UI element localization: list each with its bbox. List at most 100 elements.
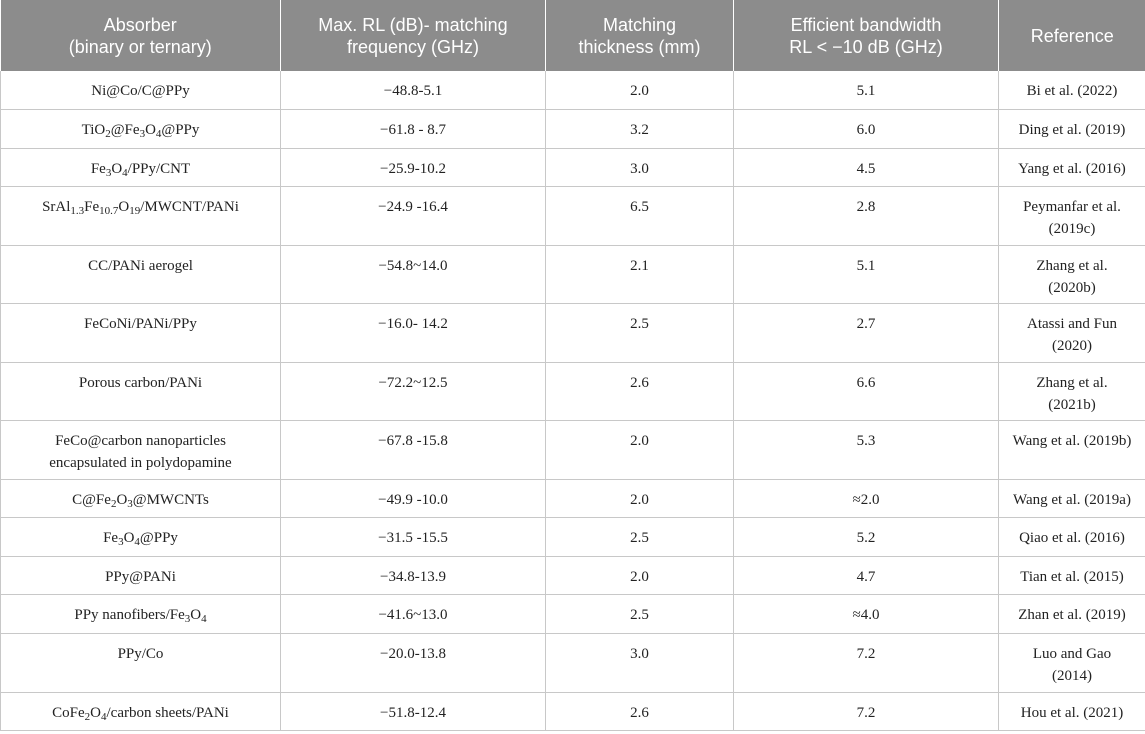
table-row: CoFe2O4/carbon sheets/PANi −51.8-12.4 2.6 7… bbox=[0, 692, 1145, 732]
reference-cell[interactable]: Qiao et al. (2016) bbox=[998, 517, 1145, 557]
thickness-cell: 2.1 bbox=[545, 245, 734, 305]
max-rl-cell: −67.8 -15.8 bbox=[280, 420, 546, 480]
formula-text: /carbon sheets/PANi bbox=[106, 704, 229, 721]
reference-cell[interactable]: Luo and Gao (2014) bbox=[998, 633, 1145, 693]
formula-subscript: 4 bbox=[122, 166, 128, 179]
header-line: (binary or ternary) bbox=[68, 36, 212, 57]
thickness-cell: 2.5 bbox=[545, 594, 734, 634]
reference-line: Bi et al. (2022) bbox=[1026, 83, 1118, 99]
bandwidth-cell: ≈4.0 bbox=[733, 594, 999, 634]
bandwidth-cell: 6.0 bbox=[733, 109, 999, 149]
bandwidth-cell: 2.7 bbox=[733, 303, 999, 363]
formula-text: PPy nanofibers/Fe bbox=[74, 607, 185, 624]
table-header-row: Absorber (binary or ternary) Max. RL (dB)-… bbox=[0, 0, 1145, 71]
table-row: Ni@Co/C@PPy −48.8-5.1 2.0 5.1 Bi et al. (202… bbox=[0, 71, 1145, 110]
reference-cell[interactable]: Zhan et al. (2019) bbox=[998, 594, 1145, 634]
absorber-cell: TiO2@Fe3O4@PPy bbox=[0, 109, 281, 149]
table-row: PPy nanofibers/Fe3O4 −41.6~13.0 2.5 ≈4.0 Zha… bbox=[0, 594, 1145, 634]
table-row: Fe3O4@PPy −31.5 -15.5 2.5 5.2 Qiao et al. (2… bbox=[0, 517, 1145, 557]
table-row: Porous carbon/PANi −72.2~12.5 2.6 6.6 Zhang … bbox=[0, 362, 1145, 422]
max-rl-cell: −54.8~14.0 bbox=[280, 245, 546, 305]
header-line: Max. RL (dB)- matching bbox=[318, 14, 508, 35]
thickness-cell: 2.0 bbox=[545, 420, 734, 480]
formula-text: CC/PANi aerogel bbox=[88, 257, 193, 274]
formula-text: Fe bbox=[103, 530, 119, 547]
absorber-cell: FeCoNi/PANi/PPy bbox=[0, 303, 281, 363]
thickness-cell: 6.5 bbox=[545, 186, 734, 246]
table-row: CC/PANi aerogel −54.8~14.0 2.1 5.1 Zhang et … bbox=[0, 245, 1145, 305]
thickness-cell: 3.0 bbox=[545, 633, 734, 693]
reference-cell[interactable]: Wang et al. (2019b) bbox=[998, 420, 1145, 480]
formula-subscript: 10.7 bbox=[99, 205, 119, 217]
formula-subscript: 1.3 bbox=[70, 205, 85, 217]
formula-subscript: 2 bbox=[105, 128, 111, 140]
reference-line: (2021b) bbox=[1048, 396, 1096, 413]
formula-subscript: 3 bbox=[105, 166, 112, 179]
formula-text: PPy/Co bbox=[117, 645, 164, 662]
reference-line: (2020b) bbox=[1048, 279, 1096, 296]
formula-text: TiO bbox=[81, 122, 106, 138]
formula-text: Porous carbon/PANi bbox=[78, 374, 203, 391]
formula-text: /MWCNT/PANi bbox=[140, 199, 239, 215]
reference-cell[interactable]: Zhang et al. (2021b) bbox=[998, 362, 1145, 422]
formula-text: O bbox=[111, 160, 123, 177]
bandwidth-cell: 4.7 bbox=[733, 556, 999, 596]
reference-line: Peymanfar et al. bbox=[1023, 199, 1121, 215]
max-rl-cell: −34.8-13.9 bbox=[280, 556, 546, 596]
bandwidth-cell: 7.2 bbox=[733, 633, 999, 693]
header-line: frequency (GHz) bbox=[346, 36, 480, 57]
bandwidth-cell: 5.1 bbox=[733, 71, 999, 110]
reference-cell[interactable]: Bi et al. (2022) bbox=[998, 71, 1145, 110]
max-rl-cell: −48.8-5.1 bbox=[280, 71, 546, 110]
formula-text: O bbox=[145, 122, 156, 138]
reference-line: Wang et al. (2019a) bbox=[1013, 491, 1131, 508]
bandwidth-cell: 7.2 bbox=[733, 692, 999, 732]
reference-line: Wang et al. (2019b) bbox=[1012, 433, 1132, 450]
reference-line: Zhan et al. (2019) bbox=[1018, 607, 1126, 624]
formula-text: @PPy bbox=[139, 530, 178, 547]
formula-text: O bbox=[116, 491, 128, 508]
reference-cell[interactable]: Zhang et al. (2020b) bbox=[998, 245, 1145, 305]
formula-subscript: 4 bbox=[201, 613, 207, 626]
max-rl-cell: −31.5 -15.5 bbox=[280, 517, 546, 557]
formula-text: O bbox=[190, 607, 202, 624]
table-row: FeCoNi/PANi/PPy −16.0- 14.2 2.5 2.7 Atassi a… bbox=[0, 303, 1145, 363]
reference-cell[interactable]: Peymanfar et al. (2019c) bbox=[998, 186, 1145, 246]
thickness-cell: 2.5 bbox=[545, 303, 734, 363]
reference-line: Yang et al. (2016) bbox=[1018, 160, 1126, 177]
absorber-cell: Fe3O4/PPy/CNT bbox=[0, 148, 281, 187]
reference-line: Hou et al. (2021) bbox=[1020, 704, 1124, 721]
formula-text: Fe bbox=[84, 199, 100, 215]
formula-subscript: 2 bbox=[110, 497, 117, 510]
header-line: Reference bbox=[1030, 25, 1114, 46]
thickness-cell: 2.0 bbox=[545, 71, 734, 110]
reference-cell[interactable]: Atassi and Fun (2020) bbox=[998, 303, 1145, 363]
table-row: PPy/Co −20.0-13.8 3.0 7.2 Luo and Gao (2014) bbox=[0, 633, 1145, 693]
bandwidth-cell: 5.1 bbox=[733, 245, 999, 305]
reference-cell[interactable]: Ding et al. (2019) bbox=[998, 109, 1145, 149]
formula-text: FeCoNi/PANi/PPy bbox=[84, 316, 197, 333]
absorber-cell: PPy nanofibers/Fe3O4 bbox=[0, 594, 281, 634]
bandwidth-cell: 4.5 bbox=[733, 148, 999, 187]
table-body: Ni@Co/C@PPy −48.8-5.1 2.0 5.1 Bi et al. (202… bbox=[0, 71, 1145, 732]
formula-subscript: 3 bbox=[127, 497, 133, 510]
reference-line: Atassi and Fun bbox=[1027, 316, 1117, 333]
bandwidth-cell: 6.6 bbox=[733, 362, 999, 422]
reference-cell[interactable]: Tian et al. (2015) bbox=[998, 556, 1145, 596]
absorber-line: FeCo@carbon nanoparticles bbox=[55, 433, 226, 450]
thickness-cell: 2.5 bbox=[545, 517, 734, 557]
reference-cell[interactable]: Hou et al. (2021) bbox=[998, 692, 1145, 732]
reference-cell[interactable]: Yang et al. (2016) bbox=[998, 148, 1145, 187]
table-row: Fe3O4/PPy/CNT −25.9-10.2 3.0 4.5 Yang et al.… bbox=[0, 148, 1145, 187]
max-rl-cell: −61.8 - 8.7 bbox=[280, 109, 546, 149]
reference-cell[interactable]: Wang et al. (2019a) bbox=[998, 479, 1145, 519]
reference-line: (2014) bbox=[1052, 667, 1092, 684]
absorber-cell: CC/PANi aerogel bbox=[0, 245, 281, 305]
thickness-cell: 3.0 bbox=[545, 148, 734, 187]
table-row: PPy@PANi −34.8-13.9 2.0 4.7 Tian et al. (201… bbox=[0, 556, 1145, 596]
table-row: C@Fe2O3@MWCNTs −49.9 -10.0 2.0 ≈2.0 Wang et … bbox=[0, 479, 1145, 519]
absorber-cell: CoFe2O4/carbon sheets/PANi bbox=[0, 692, 281, 732]
reference-line: Ding et al. (2019) bbox=[1018, 122, 1126, 138]
formula-subscript: 4 bbox=[101, 710, 107, 723]
formula-text: Ni@Co/C@PPy bbox=[91, 83, 190, 99]
